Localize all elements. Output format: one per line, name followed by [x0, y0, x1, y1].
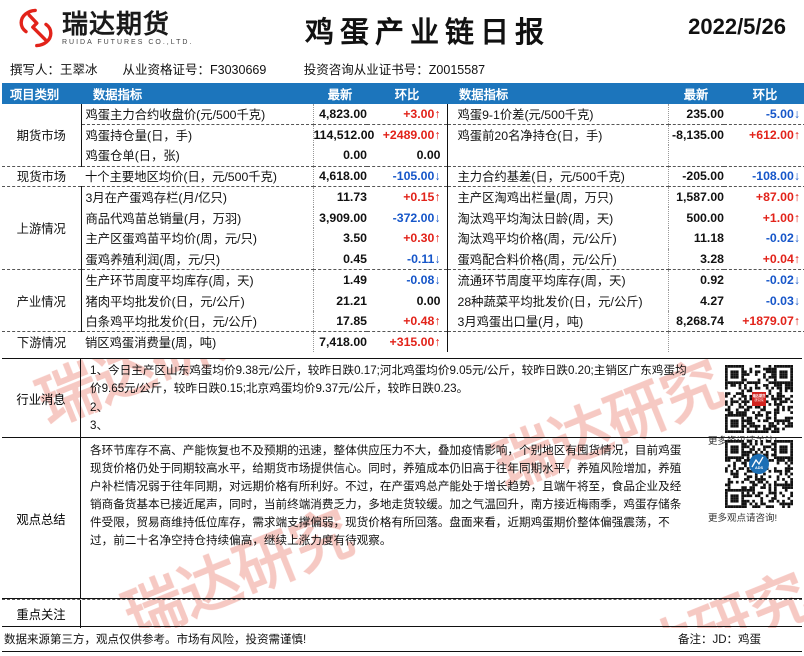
svg-text:ADS: ADS	[755, 466, 763, 470]
svg-text:研究院: 研究院	[754, 397, 763, 402]
